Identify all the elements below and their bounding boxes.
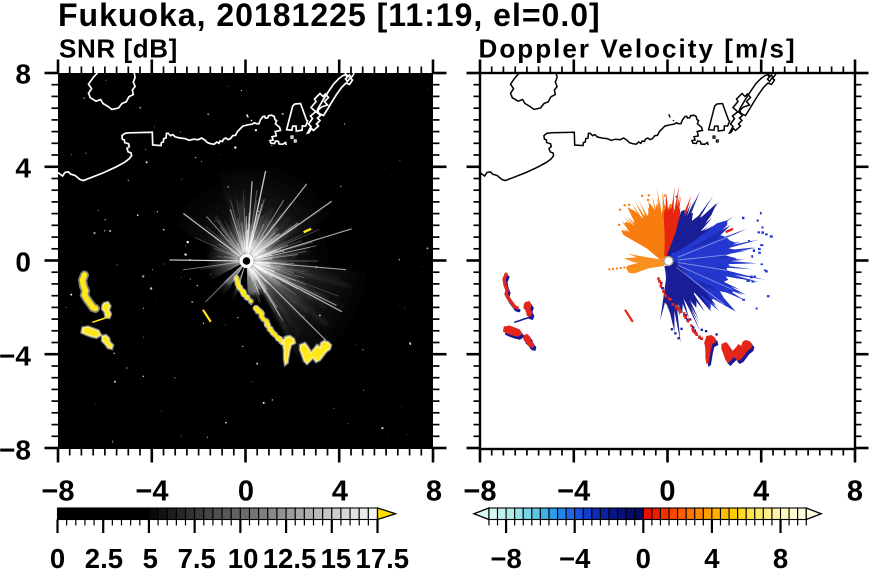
svg-text:8: 8	[426, 476, 442, 508]
svg-text:7.5: 7.5	[178, 543, 216, 570]
svg-text:2.5: 2.5	[85, 543, 123, 570]
svg-text:0: 0	[238, 476, 254, 508]
svg-text:SNR [dB]: SNR [dB]	[59, 34, 178, 64]
svg-text:−8: −8	[463, 476, 496, 508]
svg-text:5: 5	[143, 543, 158, 570]
svg-text:8: 8	[15, 58, 31, 89]
svg-text:4: 4	[15, 152, 31, 183]
svg-text:12.5: 12.5	[263, 543, 317, 570]
svg-text:Doppler Velocity [m/s]: Doppler Velocity [m/s]	[479, 34, 797, 64]
svg-text:−8: −8	[490, 543, 521, 570]
svg-text:4: 4	[704, 543, 720, 570]
svg-text:−8: −8	[0, 434, 31, 465]
svg-text:17.5: 17.5	[356, 543, 410, 570]
svg-text:0: 0	[50, 543, 65, 570]
svg-text:0: 0	[659, 476, 675, 508]
svg-text:10: 10	[228, 543, 259, 570]
svg-text:Fukuoka, 20181225 [11:19, el=0: Fukuoka, 20181225 [11:19, el=0.0]	[58, 0, 601, 33]
svg-text:0: 0	[636, 543, 651, 570]
svg-text:−8: −8	[41, 476, 74, 508]
svg-text:8: 8	[773, 543, 788, 570]
svg-text:−4: −4	[0, 340, 31, 371]
svg-text:0: 0	[15, 246, 31, 277]
svg-text:4: 4	[332, 476, 348, 508]
svg-text:−4: −4	[559, 543, 591, 570]
svg-text:−4: −4	[557, 476, 590, 508]
svg-text:8: 8	[847, 476, 863, 508]
svg-text:4: 4	[753, 476, 769, 508]
svg-text:−4: −4	[135, 476, 168, 508]
svg-text:15: 15	[321, 543, 352, 570]
